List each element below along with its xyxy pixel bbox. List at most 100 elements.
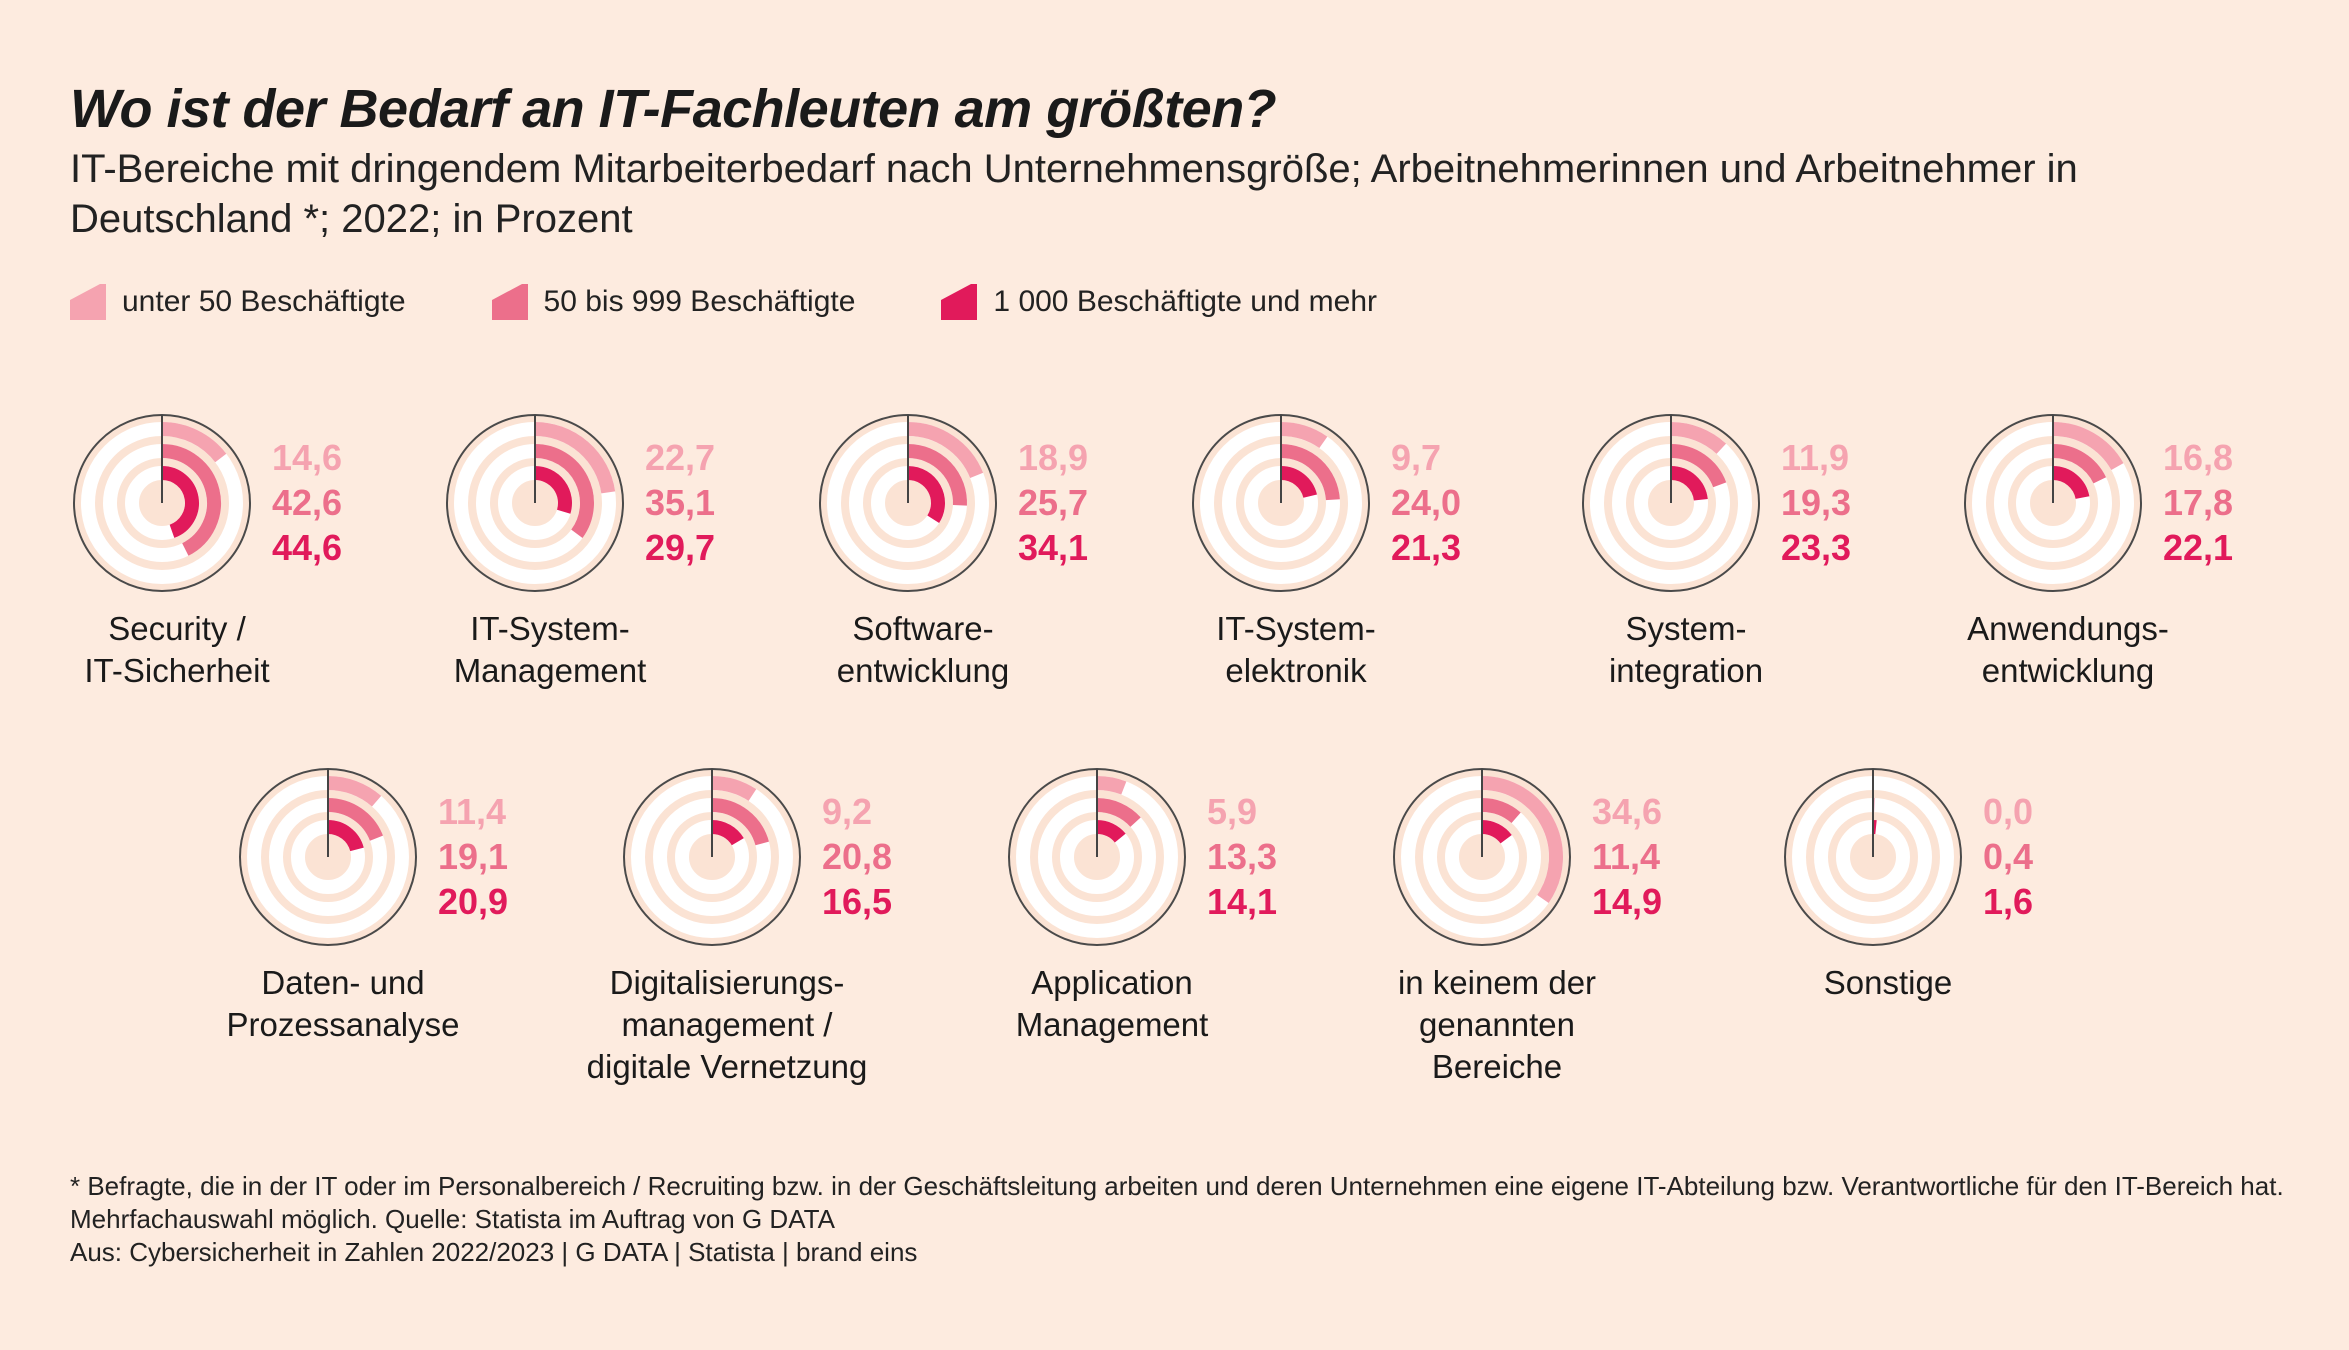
legend-label-medium: 50 bis 999 Beschäftigte — [543, 285, 856, 318]
value-label-large: 44,6 — [272, 527, 342, 568]
arc-medium — [1670, 444, 1727, 488]
arc-small — [2052, 422, 2124, 471]
value-label-medium: 35,1 — [645, 482, 715, 523]
footnote-text: * Befragte, die in der IT oder im Person… — [70, 1171, 2284, 1234]
value-label-small: 9,7 — [1391, 437, 1441, 478]
value-label-large: 20,9 — [438, 881, 508, 922]
arc-large — [1670, 466, 1708, 502]
radial-chart-6: 11,419,120,9 Daten- und Prozessanalyse — [227, 768, 508, 1043]
value-label-medium: 13,3 — [1207, 836, 1277, 877]
arc-medium — [907, 444, 967, 506]
legend-item-small: unter 50 Beschäftigte — [70, 284, 406, 320]
value-label-medium: 42,6 — [272, 482, 342, 523]
legend-swatch-medium-icon — [491, 284, 528, 320]
arc-small — [161, 422, 227, 463]
value-label-small: 22,7 — [645, 437, 715, 478]
category-label: integration — [1609, 652, 1763, 689]
legend-label-small: unter 50 Beschäftigte — [122, 285, 406, 318]
arc-large — [161, 466, 199, 538]
radial-chart-10: 0,00,41,6 Sonstige — [1784, 768, 2033, 1001]
footnote: * Befragte, die in der IT oder im Person… — [70, 1170, 2300, 1269]
value-label-small: 11,4 — [438, 791, 506, 832]
value-label-large: 34,1 — [1018, 527, 1088, 568]
arc-medium — [1481, 798, 1521, 824]
value-label-large: 14,9 — [1592, 881, 1662, 922]
category-label: IT-System- — [1216, 610, 1376, 647]
legend-swatch-small-icon — [70, 284, 106, 320]
source-text: Aus: Cybersicherheit in Zahlen 2022/2023… — [70, 1237, 918, 1267]
category-label: elektronik — [1225, 652, 1367, 689]
arc-small — [1481, 776, 1563, 903]
legend-item-medium: 50 bis 999 Beschäftigte — [491, 284, 856, 320]
value-label-small: 14,6 — [272, 437, 342, 478]
value-label-small: 11,9 — [1781, 437, 1849, 478]
arc-small — [534, 422, 616, 494]
arc-large — [2052, 466, 2090, 500]
category-label: entwicklung — [1982, 652, 2154, 689]
category-label: entwicklung — [837, 652, 1009, 689]
category-label: System- — [1625, 610, 1746, 647]
arc-large — [1481, 820, 1512, 844]
category-label: Software- — [852, 610, 993, 647]
value-label-medium: 19,1 — [438, 836, 508, 877]
arc-medium — [534, 444, 594, 538]
value-label-large: 16,5 — [822, 881, 892, 922]
arc-small — [711, 776, 757, 802]
arc-large — [327, 820, 364, 852]
value-label-medium: 0,4 — [1983, 836, 2033, 877]
category-label: digitale Vernetzung — [587, 1048, 868, 1085]
category-label: IT-Sicherheit — [84, 652, 269, 689]
category-label: Daten- und — [261, 964, 424, 1001]
legend-item-large: 1 000 Beschäftigte und mehr — [941, 284, 1377, 320]
arc-small — [1096, 776, 1127, 795]
legend: unter 50 Beschäftigte 50 bis 999 Beschäf… — [70, 284, 1463, 320]
category-label: Prozessanalyse — [227, 1006, 460, 1043]
value-label-large: 29,7 — [645, 527, 715, 568]
category-label: IT-System- — [470, 610, 630, 647]
category-label: genannten — [1419, 1006, 1575, 1043]
radial-chart-5: 16,817,822,1 Anwendungs-entwicklung — [1964, 414, 2233, 689]
value-label-medium: 17,8 — [2163, 482, 2233, 523]
arc-large — [1096, 820, 1126, 843]
category-label: Management — [1016, 1006, 1209, 1043]
radial-chart-0: 14,642,644,6 Security / IT-Sicherheit — [73, 414, 342, 689]
value-label-medium: 19,3 — [1781, 482, 1851, 523]
radial-chart-8: 5,913,314,1 Application Management — [1008, 768, 1277, 1043]
legend-swatch-large-icon — [941, 284, 978, 320]
value-label-large: 23,3 — [1781, 527, 1851, 568]
arc-medium — [327, 798, 383, 841]
arc-large — [907, 466, 945, 524]
radial-chart-3: 9,724,021,3 IT-System-elektronik — [1192, 414, 1461, 689]
arc-large — [1280, 466, 1318, 499]
category-label: Application — [1031, 964, 1192, 1001]
value-label-large: 14,1 — [1207, 881, 1277, 922]
chart-subtitle: IT-Bereiche mit dringendem Mitarbeiterbe… — [70, 147, 2078, 241]
category-label: in keinem der — [1398, 964, 1596, 1001]
radial-chart-1: 22,735,129,7 IT-System- Management — [446, 414, 715, 689]
value-label-small: 18,9 — [1018, 437, 1088, 478]
radial-chart-4: 11,919,323,3 System-integration — [1582, 414, 1851, 689]
arc-medium — [1096, 798, 1141, 828]
category-label: Management — [454, 652, 647, 689]
value-label-small: 34,6 — [1592, 791, 1662, 832]
value-label-small: 16,8 — [2163, 437, 2233, 478]
value-label-large: 21,3 — [1391, 527, 1461, 568]
category-label: management / — [622, 1006, 834, 1043]
category-label: Anwendungs- — [1967, 610, 2169, 647]
arc-large — [534, 466, 572, 514]
category-label: Sonstige — [1824, 964, 1952, 1001]
value-label-medium: 20,8 — [822, 836, 892, 877]
arc-large — [711, 820, 744, 846]
category-label: Bereiche — [1432, 1048, 1562, 1085]
radial-chart-2: 18,925,734,1 Software-entwicklung — [819, 414, 1088, 689]
value-label-small: 5,9 — [1207, 791, 1257, 832]
radial-chart-7: 9,220,816,5 Digitalisierungs-management /… — [587, 768, 892, 1085]
arc-medium — [1280, 444, 1340, 501]
category-label: Security / — [108, 610, 246, 647]
value-label-medium: 24,0 — [1391, 482, 1461, 523]
arc-small — [1670, 422, 1727, 455]
value-label-small: 0,0 — [1983, 791, 2033, 832]
arc-small — [907, 422, 984, 479]
radial-chart-9: 34,611,414,9 in keinem der genannten Bereic… — [1393, 768, 1662, 1085]
